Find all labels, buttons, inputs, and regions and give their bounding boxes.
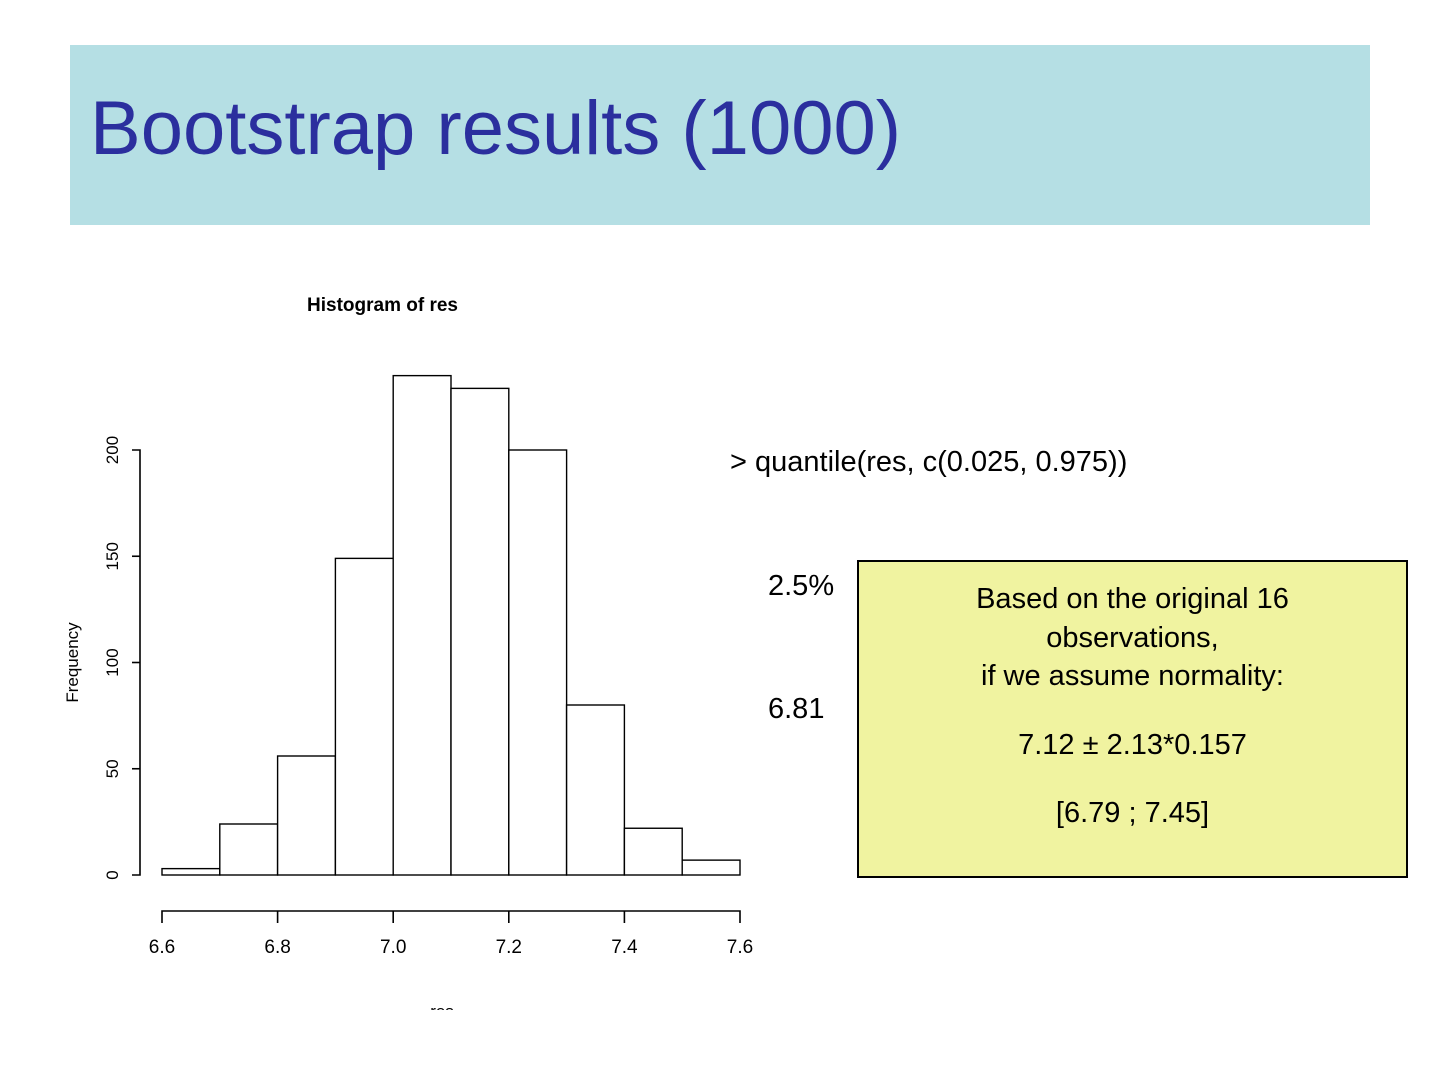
callout-box: Based on the original 16 observations, i… bbox=[857, 560, 1408, 878]
callout-line-2: observations, bbox=[1046, 621, 1219, 654]
x-axis-tick-label: 7.6 bbox=[727, 937, 753, 958]
histogram-bar bbox=[276, 755, 337, 876]
y-axis-title: Frequency bbox=[63, 622, 82, 703]
x-axis-title: res bbox=[430, 1002, 454, 1010]
histogram-bar bbox=[623, 827, 683, 876]
x-axis-tick-label: 7.0 bbox=[380, 937, 406, 958]
chart-title-text: Histogram of res bbox=[307, 295, 458, 316]
histogram-bar bbox=[219, 823, 279, 876]
histogram-figure: Histogram of res 0 50 100 150 200 Frequency 6.… bbox=[40, 280, 780, 1010]
title-banner bbox=[70, 45, 1370, 225]
callout-line-3: if we assume normality: bbox=[981, 660, 1284, 693]
callout-line-1: Based on the original 16 bbox=[976, 583, 1289, 615]
histogram-bar bbox=[450, 387, 510, 876]
histogram-bar bbox=[681, 859, 741, 876]
histogram-bar bbox=[565, 704, 626, 876]
x-axis-tick-label: 7.2 bbox=[496, 937, 522, 958]
histogram-bar bbox=[508, 449, 568, 876]
x-axis-tick-label: 6.6 bbox=[149, 937, 175, 958]
histogram-bar bbox=[334, 557, 394, 876]
histogram-bar bbox=[392, 374, 452, 876]
y-axis-tick-label: 100 bbox=[103, 648, 122, 676]
x-axis-tick-label: 6.8 bbox=[264, 937, 290, 958]
y-axis-tick-label: 0 bbox=[103, 870, 122, 879]
callout-line-5: [6.79 ; 7.45] bbox=[1055, 797, 1210, 830]
x-axis-line bbox=[161, 910, 741, 923]
r-command-line: > quantile(res, c(0.025, 0.975)) bbox=[730, 446, 1128, 479]
x-axis-tick-label: 7.4 bbox=[611, 937, 638, 958]
histogram-svg: 0 50 100 150 200 Frequency 6.6 6.8 7.0 7.2 7.4 7.6 r… bbox=[63, 374, 753, 1010]
y-axis-tick-label: 150 bbox=[103, 542, 122, 570]
y-axis-tick-label: 50 bbox=[103, 759, 122, 778]
chart-title: Histogram of res bbox=[40, 295, 780, 317]
histogram-bar bbox=[161, 867, 221, 876]
y-axis-tick-label: 200 bbox=[103, 436, 122, 464]
callout-line-4: 7.12 ± 2.13*0.157 bbox=[1018, 728, 1247, 761]
page-title: Bootstrap results (1000) bbox=[90, 86, 902, 171]
